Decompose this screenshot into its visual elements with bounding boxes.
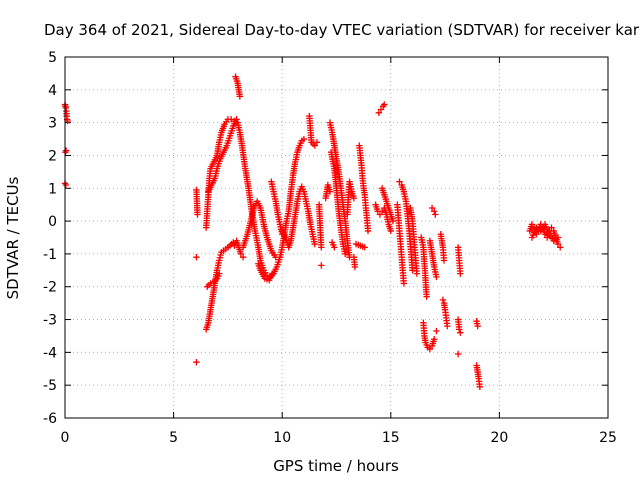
data-point xyxy=(318,262,325,269)
data-point xyxy=(351,263,359,271)
data-point xyxy=(476,383,484,391)
x-tick-label: 15 xyxy=(382,430,400,446)
plot-frame xyxy=(64,56,609,419)
data-point xyxy=(326,188,334,195)
x-tick-label: 5 xyxy=(169,430,178,446)
data-point xyxy=(557,244,564,251)
data-point xyxy=(389,217,397,225)
data-point xyxy=(433,327,440,335)
y-tick-label: -1 xyxy=(43,247,57,263)
data-point xyxy=(236,93,244,100)
y-tick-label: 4 xyxy=(48,83,57,99)
data-point xyxy=(62,181,70,189)
data-point xyxy=(439,296,447,304)
y-tick-label: 5 xyxy=(48,50,57,66)
data-point xyxy=(216,270,223,277)
data-point xyxy=(431,336,438,343)
data-point xyxy=(350,194,358,202)
x-tick-label: 0 xyxy=(61,430,70,446)
grid xyxy=(65,57,608,418)
data-point xyxy=(444,322,451,330)
y-tick-label: -4 xyxy=(43,345,57,361)
data-point xyxy=(364,227,372,235)
data-point xyxy=(311,142,318,149)
data-point xyxy=(272,253,279,261)
data-point xyxy=(454,350,462,358)
data-point xyxy=(300,135,308,143)
y-tick-label: 1 xyxy=(48,181,57,197)
data-point xyxy=(233,116,240,123)
y-axis-label: SDTVAR / TECUs xyxy=(4,176,22,299)
data-point xyxy=(318,244,325,251)
chart-title: Day 364 of 2021, Sidereal Day-to-day VTE… xyxy=(44,21,640,39)
y-tick-label: -3 xyxy=(43,313,57,329)
data-point xyxy=(396,178,403,185)
data-point xyxy=(193,253,200,261)
y-tick-label: -2 xyxy=(43,280,57,296)
data-series xyxy=(61,73,564,391)
data-point xyxy=(62,147,70,154)
data-point xyxy=(423,293,430,300)
data-point xyxy=(409,267,416,274)
y-axis: -6 -5 -4 -3 -2 -1 0 1 2 3 4 5 xyxy=(43,50,608,427)
data-point xyxy=(269,270,276,277)
y-tick-label: -5 xyxy=(43,378,57,394)
data-point xyxy=(426,345,434,353)
data-point xyxy=(361,244,368,251)
data-point xyxy=(375,109,383,116)
data-point xyxy=(239,253,247,261)
x-axis: 0 5 10 15 20 25 xyxy=(61,57,617,446)
data-point xyxy=(456,326,463,333)
data-point xyxy=(554,240,562,248)
data-point xyxy=(377,106,385,113)
x-axis-label: GPS time / hours xyxy=(273,457,399,475)
data-point xyxy=(341,250,349,258)
data-point xyxy=(400,280,408,287)
data-point xyxy=(194,211,201,218)
data-point xyxy=(311,240,318,248)
data-point xyxy=(428,204,436,212)
data-point xyxy=(528,221,536,228)
x-tick-label: 20 xyxy=(490,430,508,446)
x-tick-label: 25 xyxy=(599,430,617,446)
data-point xyxy=(440,257,448,264)
data-point xyxy=(381,101,388,108)
data-point xyxy=(387,227,394,235)
data-point xyxy=(207,280,214,287)
data-point xyxy=(331,244,338,251)
data-point xyxy=(413,270,421,277)
x-tick-label: 10 xyxy=(273,430,291,446)
data-point xyxy=(457,329,464,336)
y-tick-label: 2 xyxy=(48,148,57,164)
data-point xyxy=(237,250,245,258)
y-tick-label: -6 xyxy=(43,411,57,427)
data-point xyxy=(432,211,439,218)
data-point xyxy=(431,208,438,215)
data-point xyxy=(474,322,481,330)
y-tick-label: 0 xyxy=(48,214,57,230)
data-point xyxy=(313,139,321,146)
y-tick-label: 3 xyxy=(48,116,57,132)
data-point xyxy=(554,234,562,241)
data-point xyxy=(378,208,386,215)
data-point xyxy=(193,359,200,366)
data-point xyxy=(457,270,464,277)
data-point xyxy=(376,211,384,218)
data-point xyxy=(548,224,555,231)
data-point xyxy=(227,116,235,123)
data-point xyxy=(433,273,440,281)
